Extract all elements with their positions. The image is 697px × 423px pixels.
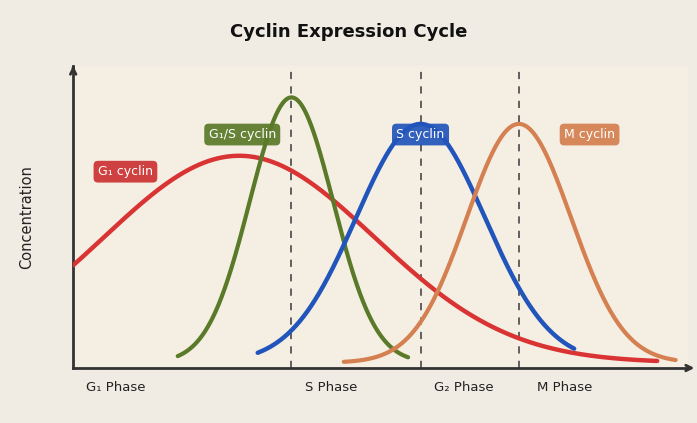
Text: S cyclin: S cyclin: [397, 128, 445, 141]
Text: M Phase: M Phase: [537, 381, 592, 394]
Text: M cyclin: M cyclin: [564, 128, 615, 141]
Text: S Phase: S Phase: [305, 381, 358, 394]
Text: G₁ cyclin: G₁ cyclin: [98, 165, 153, 178]
Text: Concentration: Concentration: [20, 165, 35, 269]
Text: G₂ Phase: G₂ Phase: [434, 381, 493, 394]
Text: G₁/S cyclin: G₁/S cyclin: [208, 128, 276, 141]
Text: G₁ Phase: G₁ Phase: [86, 381, 146, 394]
Text: Cyclin Expression Cycle: Cyclin Expression Cycle: [230, 23, 467, 41]
